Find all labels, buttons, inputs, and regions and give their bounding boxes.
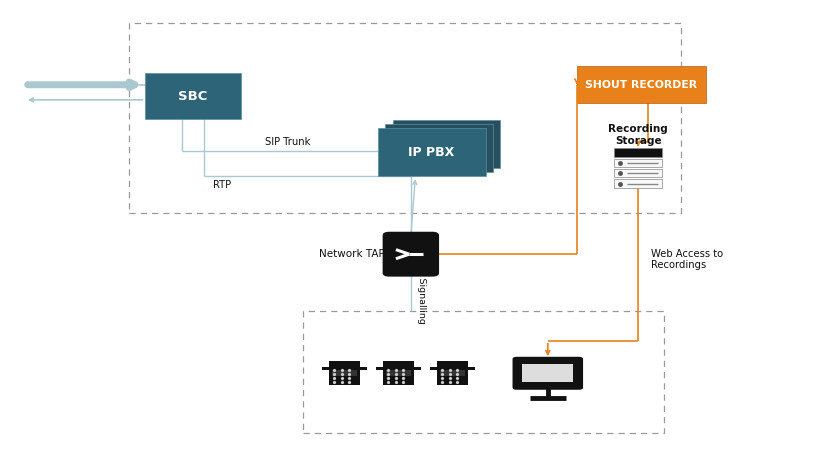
Text: SBC: SBC (178, 90, 208, 103)
Text: IP PBX: IP PBX (408, 146, 455, 159)
FancyBboxPatch shape (329, 361, 360, 385)
FancyBboxPatch shape (513, 357, 583, 390)
FancyBboxPatch shape (376, 367, 421, 371)
Bar (129, 23, 681, 213)
FancyBboxPatch shape (614, 180, 662, 188)
FancyBboxPatch shape (523, 364, 574, 382)
Text: SIP Trunk: SIP Trunk (266, 136, 310, 147)
Text: Web Access to
Recordings: Web Access to Recordings (651, 249, 723, 271)
Text: RTP: RTP (212, 180, 231, 190)
FancyBboxPatch shape (322, 367, 367, 371)
FancyBboxPatch shape (386, 371, 411, 376)
FancyBboxPatch shape (430, 367, 475, 371)
FancyBboxPatch shape (385, 124, 493, 172)
FancyBboxPatch shape (577, 66, 706, 103)
Bar (303, 311, 664, 433)
FancyBboxPatch shape (614, 148, 662, 157)
FancyBboxPatch shape (383, 232, 439, 277)
FancyBboxPatch shape (614, 169, 662, 178)
FancyBboxPatch shape (145, 73, 241, 119)
FancyBboxPatch shape (393, 120, 500, 168)
FancyBboxPatch shape (378, 128, 486, 176)
Text: SIP Signalling: SIP Signalling (417, 260, 426, 324)
FancyBboxPatch shape (614, 159, 662, 167)
Text: Network TAP: Network TAP (320, 249, 385, 259)
FancyBboxPatch shape (383, 361, 414, 385)
Text: SHOUT RECORDER: SHOUT RECORDER (585, 80, 697, 90)
FancyBboxPatch shape (332, 371, 357, 376)
FancyBboxPatch shape (437, 361, 468, 385)
Text: Recording
Storage: Recording Storage (608, 124, 668, 146)
FancyBboxPatch shape (440, 371, 465, 376)
